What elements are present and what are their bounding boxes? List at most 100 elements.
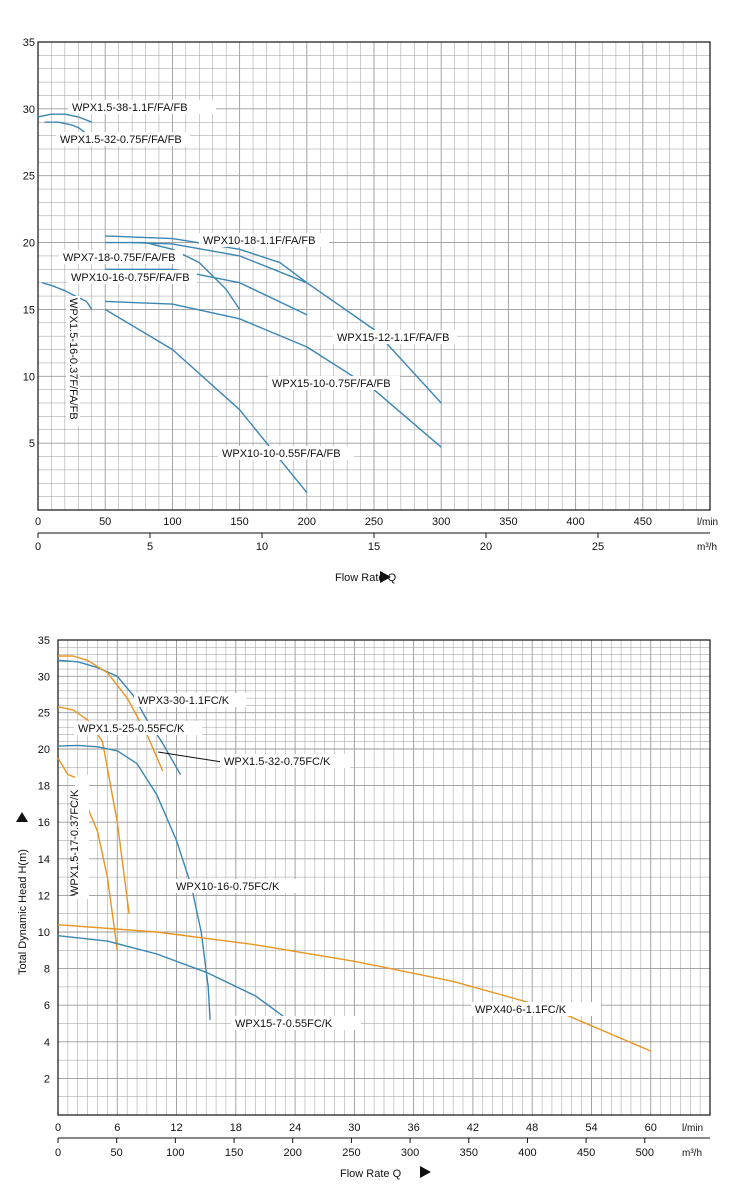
y-tick-label: 35 [23, 37, 35, 49]
label-bg [67, 270, 197, 284]
x-tick-label: 0 [55, 1122, 61, 1134]
bottom-chart-frame [57, 639, 711, 1116]
top-chart-frame [37, 41, 711, 511]
label-bg [56, 132, 190, 146]
secondary-x-tick-label: 350 [460, 1147, 478, 1159]
x-tick-label: 300 [432, 516, 450, 528]
y-tick-label: 16 [38, 817, 50, 829]
bottom-x-unit: l/min [682, 1123, 703, 1134]
secondary-x-tick-label: 300 [401, 1147, 419, 1159]
secondary-x-tick-label: 200 [284, 1147, 302, 1159]
curve-WPX1.5-16-0.37F/FA/FB [41, 282, 93, 310]
curve-label-wpx1-5-32: WPX1.5-32-0.75FC/K [224, 756, 331, 768]
y-tick-label: 20 [38, 744, 50, 756]
y-tick-label: 12 [38, 890, 50, 902]
y-tick-label: 25 [38, 708, 50, 720]
label-bg [68, 100, 216, 114]
x-tick-label: 54 [585, 1122, 597, 1134]
secondary-x-tick-label: 0 [35, 541, 41, 553]
label-bg [172, 879, 304, 893]
curve-label-wpx1-5-32: WPX1.5-32-0.75F/FA/FB [60, 134, 182, 146]
secondary-x-tick-label: 150 [225, 1147, 243, 1159]
top-secondary-x-unit: m³/h [697, 542, 717, 553]
x-tick-label: 6 [114, 1122, 120, 1134]
secondary-x-tick-label: 10 [256, 541, 268, 553]
play-arrow-icon [420, 1166, 431, 1178]
y-tick-label: 10 [23, 371, 35, 383]
secondary-x-tick-label: 20 [480, 541, 492, 553]
secondary-x-tick-label: 400 [518, 1147, 536, 1159]
y-tick-label: 35 [38, 635, 50, 647]
x-tick-label: 36 [408, 1122, 420, 1134]
curve-label-wpx10-18: WPX10-18-1.1F/FA/FB [203, 235, 315, 247]
bottom-y-axis-title: Total Dynamic Head H(m) [17, 849, 29, 975]
curve-WPX10-18-1.1F/FA/FB [105, 235, 308, 284]
label-bg [74, 721, 202, 735]
y-tick-label: 6 [44, 1000, 50, 1012]
y-tick-label: 8 [44, 964, 50, 976]
x-tick-label: 42 [467, 1122, 479, 1134]
curve-label-wpx3-30: WPX3-30-1.1FC/K [138, 695, 230, 707]
bottom-x-axis-title: Flow Rate Q [340, 1168, 402, 1180]
curve-label-wpx15-12: WPX15-12-1.1F/FA/FB [337, 332, 449, 344]
y-tick-label: 10 [38, 927, 50, 939]
x-tick-label: 0 [35, 516, 41, 528]
secondary-x-tick-label: 100 [166, 1147, 184, 1159]
curve-label-wpx1-5-25: WPX1.5-25-0.55FC/K [78, 723, 185, 735]
leader-line [157, 751, 223, 763]
curve-label-wpx10-10: WPX10-10-0.55F/FA/FB [222, 448, 341, 460]
secondary-x-tick-label: 15 [368, 541, 380, 553]
x-tick-label: 30 [348, 1122, 360, 1134]
curve-WPX15-7-0.55FC/K [57, 935, 284, 1017]
secondary-x-tick-label: 25 [592, 541, 604, 553]
y-tick-label: 14 [38, 854, 50, 866]
label-bg [75, 775, 89, 899]
bottom-secondary-x-ticks: 0 50 100 150 200 250 300 350 400 450 500 [55, 1138, 654, 1159]
y-tick-label: 4 [44, 1037, 50, 1049]
bottom-chart-grid [57, 639, 711, 1116]
y-tick-label: 30 [23, 104, 35, 116]
curve-label-wpx1-5-17: WPX1.5-17-0.37FC/K [69, 789, 81, 896]
secondary-x-tick-label: 5 [147, 541, 153, 553]
x-tick-label: 50 [99, 516, 111, 528]
play-arrow-icon [380, 571, 391, 583]
y-tick-label: 15 [23, 304, 35, 316]
curve-WPX1.5-32-0.75F/FA/FB [44, 121, 90, 137]
label-bg [59, 250, 183, 264]
y-tick-label: 18 [38, 781, 50, 793]
y-tick-label: 25 [23, 171, 35, 183]
top-secondary-x-ticks: 0 5 10 15 20 25 [35, 533, 604, 553]
curve-WPX1.5-38-1.1F/FA/FB [37, 113, 93, 123]
curve-label-wpx15-10: WPX15-10-0.75F/FA/FB [272, 378, 391, 390]
curve-label-wpx10-16: WPX10-16-0.75F/FA/FB [71, 272, 190, 284]
curve-label-wpx15-7: WPX15-7-0.55FC/K [235, 1018, 333, 1030]
label-bg [471, 1002, 601, 1016]
y-tick-label: 2 [44, 1073, 50, 1085]
top-x-ticks: 0 50 100 150 200 250 300 350 400 450 [35, 516, 652, 528]
secondary-x-tick-label: 0 [55, 1147, 61, 1159]
top-x-unit: l/min [697, 517, 718, 528]
x-tick-label: 150 [230, 516, 248, 528]
x-tick-label: 12 [170, 1122, 182, 1134]
label-bg [199, 233, 329, 247]
y-tick-label: 5 [29, 438, 35, 450]
curve-WPX10-10-0.55F/FA/FB [104, 308, 308, 494]
label-bg [268, 376, 400, 390]
label-bg [134, 693, 246, 707]
curve-label-wpx1-5-16: WPX1.5-16-0.37F/FA/FB [67, 298, 79, 420]
label-bg [333, 330, 457, 344]
secondary-x-tick-label: 50 [111, 1147, 123, 1159]
curve-WPX10-16-0.75F/FA/FB [105, 268, 308, 316]
curve-label-wpx1-5-38: WPX1.5-38-1.1F/FA/FB [72, 102, 188, 114]
curve-label-wpx40-6: WPX40-6-1.1FC/K [475, 1004, 567, 1016]
up-arrow-icon [16, 812, 28, 822]
secondary-x-tick-label: 250 [342, 1147, 360, 1159]
curve-WPX3-30-1.1FC/K [57, 659, 182, 775]
x-tick-label: 450 [634, 516, 652, 528]
x-tick-label: 60 [645, 1122, 657, 1134]
x-tick-label: 250 [365, 516, 383, 528]
label-bg [231, 1016, 361, 1030]
bottom-secondary-x-unit: m³/h [682, 1148, 702, 1159]
